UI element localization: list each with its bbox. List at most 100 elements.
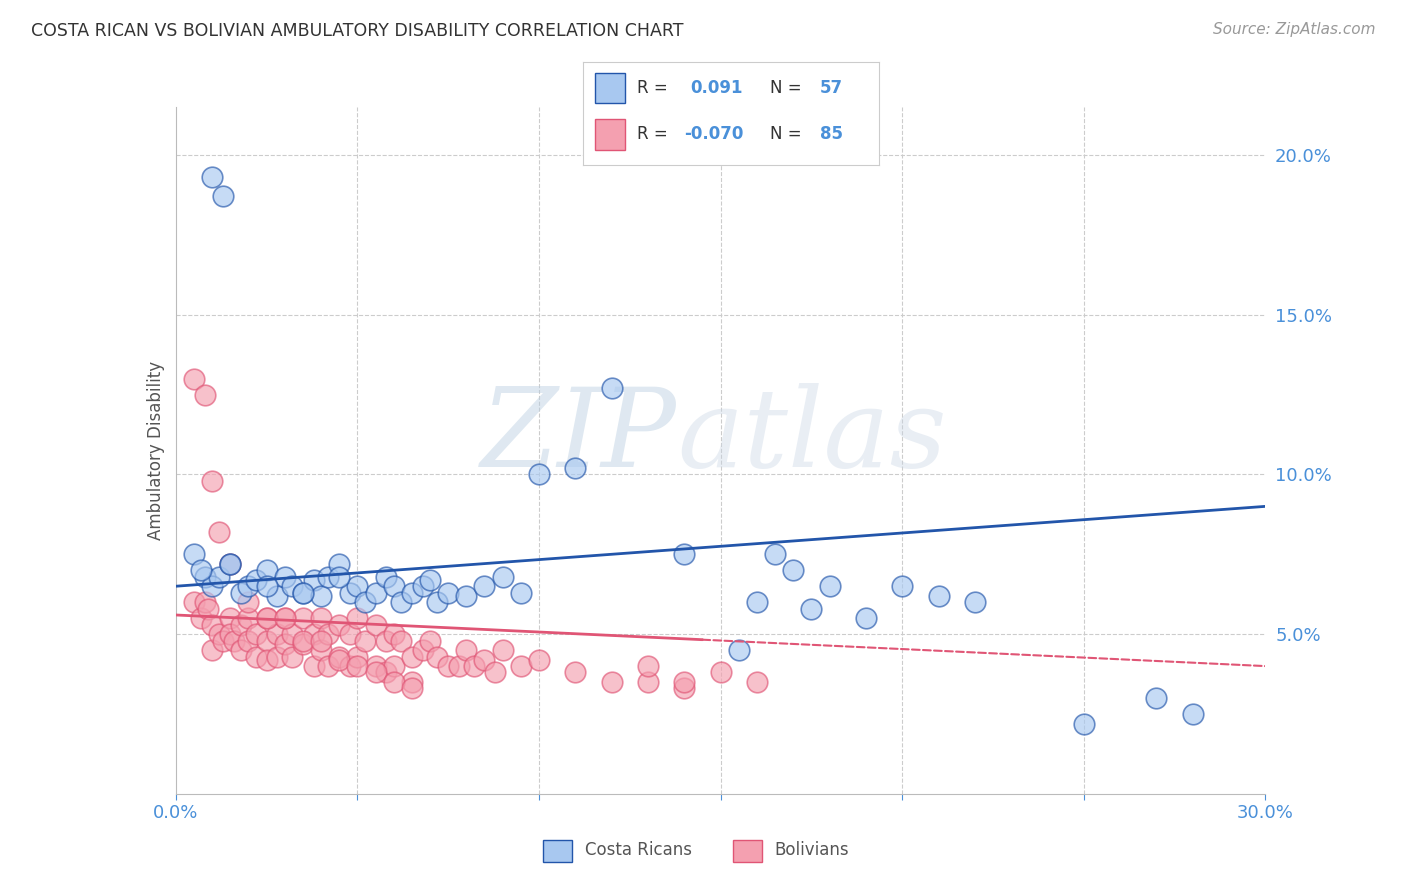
Point (302, 573, 325, 587)
Point (212, 633, 235, 648)
Point (328, 557, 350, 571)
Point (328, 617, 350, 632)
Point (245, 649, 267, 664)
Point (256, 611, 278, 625)
Text: Costa Ricans: Costa Ricans (585, 840, 692, 859)
Point (353, 633, 375, 648)
Point (309, 611, 332, 625)
Point (346, 579, 368, 593)
Point (245, 573, 267, 587)
Point (281, 579, 304, 593)
Point (492, 643, 515, 657)
Point (281, 649, 304, 664)
Point (318, 569, 340, 583)
Point (238, 611, 260, 625)
Point (401, 585, 423, 599)
Point (346, 611, 368, 625)
Point (212, 189, 235, 203)
Point (353, 595, 375, 609)
Bar (733, 839, 762, 862)
Point (492, 569, 515, 583)
Point (266, 589, 288, 603)
Point (891, 579, 914, 593)
Point (527, 467, 550, 482)
Point (412, 579, 434, 593)
Point (637, 659, 659, 673)
Point (238, 579, 260, 593)
Point (437, 659, 460, 673)
Point (201, 643, 224, 657)
Point (855, 611, 877, 625)
Point (328, 653, 350, 667)
Point (256, 611, 278, 625)
Point (474, 579, 496, 593)
Point (266, 627, 288, 641)
Point (763, 547, 786, 561)
Point (375, 665, 398, 680)
Point (245, 627, 267, 641)
Point (274, 569, 297, 583)
Point (673, 547, 696, 561)
Point (419, 573, 441, 587)
Point (1073, 716, 1095, 731)
Point (426, 649, 449, 664)
Point (256, 633, 278, 648)
Point (963, 595, 986, 609)
Point (600, 381, 623, 395)
Point (256, 563, 278, 577)
Point (183, 547, 205, 561)
Point (219, 557, 242, 571)
Point (291, 637, 314, 651)
Text: R =: R = (637, 125, 668, 144)
Point (673, 681, 696, 696)
Point (219, 557, 242, 571)
Text: ZIP: ZIP (481, 383, 678, 491)
Point (219, 611, 242, 625)
Point (231, 585, 253, 599)
Point (364, 585, 387, 599)
Point (183, 371, 205, 385)
Point (302, 627, 325, 641)
Point (291, 611, 314, 625)
Point (564, 461, 586, 475)
Point (219, 627, 242, 641)
Point (800, 601, 823, 615)
Point (194, 569, 217, 583)
Point (509, 659, 531, 673)
Point (274, 611, 297, 625)
Point (208, 524, 231, 539)
Point (637, 675, 659, 690)
Point (346, 649, 368, 664)
Point (197, 601, 219, 615)
Text: R =: R = (637, 79, 668, 97)
Text: atlas: atlas (678, 383, 946, 491)
Point (231, 617, 253, 632)
Point (474, 653, 496, 667)
Point (727, 643, 749, 657)
Point (238, 633, 260, 648)
Point (194, 595, 217, 609)
Text: COSTA RICAN VS BOLIVIAN AMBULATORY DISABILITY CORRELATION CHART: COSTA RICAN VS BOLIVIAN AMBULATORY DISAB… (31, 22, 683, 40)
Point (274, 611, 297, 625)
Point (281, 627, 304, 641)
Point (375, 633, 398, 648)
Point (673, 675, 696, 690)
Point (564, 665, 586, 680)
Point (456, 589, 478, 603)
Text: 0.091: 0.091 (690, 79, 742, 97)
Point (201, 617, 224, 632)
Point (375, 569, 398, 583)
Point (463, 659, 485, 673)
Point (256, 579, 278, 593)
Point (1181, 706, 1204, 721)
Point (201, 474, 224, 488)
Point (318, 627, 340, 641)
Point (190, 611, 212, 625)
Point (208, 627, 231, 641)
Point (339, 585, 361, 599)
Point (291, 585, 314, 599)
Point (309, 643, 332, 657)
Bar (595, 73, 624, 103)
Point (201, 170, 224, 185)
Point (437, 585, 460, 599)
